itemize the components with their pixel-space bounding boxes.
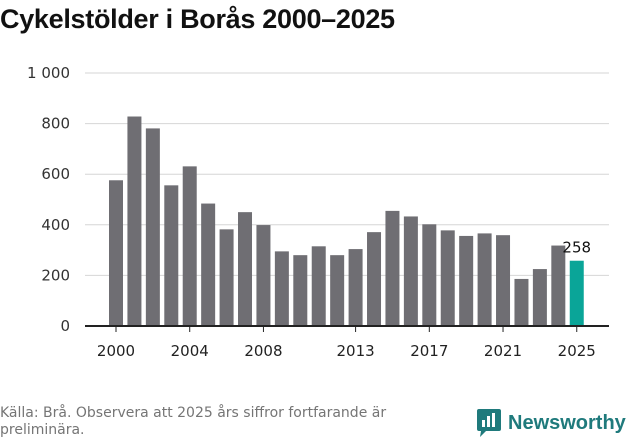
bar-2013 [348, 249, 363, 326]
bar-2007 [238, 212, 253, 326]
bar-2025 [569, 260, 584, 326]
gridlines [85, 72, 609, 276]
bar-2020 [477, 233, 492, 326]
y-tick-label: 1 000 [27, 64, 70, 82]
bar-2011 [311, 246, 326, 326]
bar-2008 [256, 225, 271, 326]
y-axis-ticks: 0 200 400 600 800 1 000 [27, 64, 70, 335]
bar-2023 [532, 269, 547, 326]
y-tick-label: 600 [41, 165, 70, 183]
bar-2022 [514, 278, 529, 326]
brand-name: Newsworthy [508, 411, 626, 434]
bar-2018 [440, 230, 455, 326]
bar-2017 [422, 224, 437, 326]
x-tick-label: 2000 [97, 342, 135, 360]
bars [109, 116, 584, 327]
data-labels: 258 [562, 239, 591, 257]
bar-2003 [164, 185, 179, 326]
bar-2012 [330, 255, 345, 326]
chart-title: Cykelstölder i Borås 2000–2025 [0, 4, 395, 34]
y-tick-label: 400 [41, 216, 70, 234]
x-tick-label: 2021 [484, 342, 522, 360]
newsworthy-logo-icon [477, 409, 501, 437]
y-tick-label: 800 [41, 115, 70, 133]
bar-2014 [367, 232, 382, 326]
bar-2021 [496, 235, 511, 326]
bar-2024 [551, 245, 566, 326]
x-tick-label: 2025 [558, 342, 596, 360]
y-tick-label: 0 [60, 317, 70, 335]
brand-logo: Newsworthy [476, 407, 626, 439]
x-tick-label: 2004 [171, 342, 209, 360]
x-tick-label: 2013 [336, 342, 374, 360]
bar-2001 [127, 116, 142, 327]
source-note: Källa: Brå. Observera att 2025 års siffr… [0, 405, 387, 438]
bar-2009 [274, 251, 289, 326]
x-tick-label: 2008 [244, 342, 282, 360]
bar-2006 [219, 229, 234, 326]
bar-2005 [201, 203, 216, 326]
bar-2010 [293, 255, 308, 326]
bar-2002 [145, 128, 160, 326]
bar-2016 [403, 216, 418, 326]
bar-2000 [109, 180, 123, 326]
y-tick-label: 200 [41, 266, 70, 284]
x-axis-ticks: 2000 2004 2008 2013 2017 2021 2025 [97, 326, 596, 360]
data-label-2025: 258 [562, 239, 591, 257]
bar-2004 [182, 166, 197, 326]
x-tick-label: 2017 [410, 342, 448, 360]
bar-2019 [459, 235, 474, 326]
bar-2015 [385, 210, 400, 326]
